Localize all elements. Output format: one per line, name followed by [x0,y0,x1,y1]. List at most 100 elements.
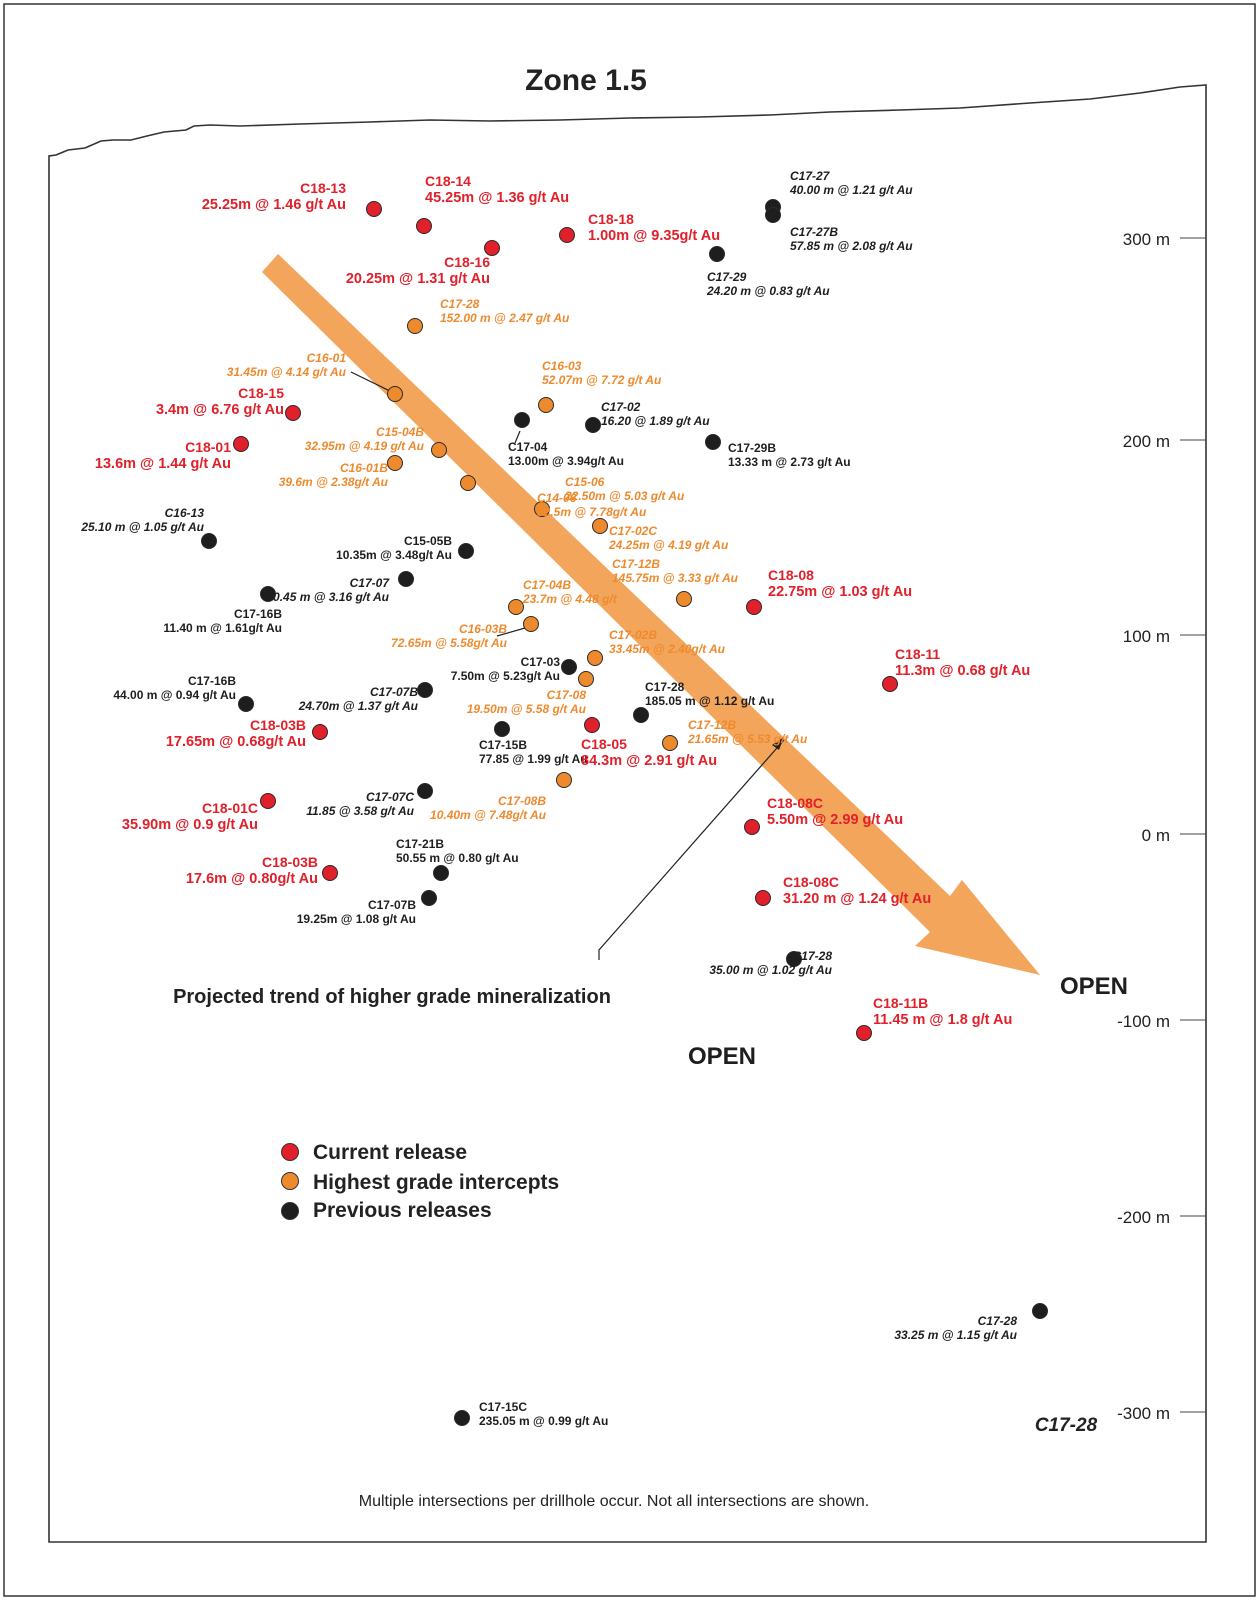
drillhole-id: C18-01C [202,800,258,816]
drillhole-id: C17-29 [707,270,747,284]
drillhole-id: C18-11B [873,995,928,1011]
drillhole-marker [1032,1303,1048,1319]
drillhole-marker [416,218,432,234]
intercept-grade: 35.90m @ 0.9 g/t Au [122,817,258,833]
intercept-grade: 13.6m @ 1.44 g/t Au [95,456,231,472]
drillhole-marker [322,865,338,881]
open-label-bottom: OPEN [688,1043,756,1070]
drillhole-id: C17-02B [609,628,657,642]
legend-label-previous: Previous releases [313,1199,492,1222]
intercept-grade: 39.6m @ 2.38g/t Au [279,475,389,489]
drillhole-id: C16-03 [542,359,582,373]
drillhole-id: C17-02C [609,524,657,538]
intercept-grade: 24.20 m @ 0.83 g/t Au [706,284,830,298]
intercept-grade: 5.50m @ 2.99 g/t Au [767,812,903,828]
drillhole-marker [514,412,530,428]
drillhole-marker [592,518,608,534]
drillhole-id: C17-12B [688,718,736,732]
drillhole-id: C17-29B [728,441,776,455]
legend-label-current: Current release [313,1141,467,1164]
y-tick-label: 0 m [1142,826,1170,845]
intercept-grade: 17.65m @ 0.68g/t Au [166,734,306,750]
intercept-grade: 11.45 m @ 1.8 g/t Au [873,1012,1012,1028]
drillhole-id: C15-05B [404,534,452,548]
drillhole-id: C18-03B [262,854,318,870]
intercept-grade: 152.00 m @ 2.47 g/t Au [440,311,570,325]
drillhole-id: C17-27B [790,225,838,239]
drillhole-id: C18-05 [581,736,627,752]
drillhole-marker [765,207,781,223]
intercept-grade: 57.85 m @ 2.08 g/t Au [790,239,913,253]
drillhole-id: C16-01B [340,461,388,475]
drillhole-id: C17-04 [508,440,548,454]
intercept-grade: 44.00 m @ 0.94 g/t Au [113,688,236,702]
intercept-grade: 33.25 m @ 1.15 g/t Au [894,1328,1017,1342]
drillhole-id: C17-15B [479,738,527,752]
intercept-grade: 22.50m @ 5.03 g/t Au [564,489,685,503]
intercept-label: C18-181.00m @ 9.35g/t Au [588,211,720,244]
drillhole-marker [387,455,403,471]
drillhole-marker [744,819,760,835]
drillhole-marker [421,890,437,906]
drillhole-id: C17-12B [612,557,660,571]
drillhole-marker [584,717,600,733]
drillhole-marker [746,599,762,615]
y-tick-label: -100 m [1117,1012,1170,1031]
drillhole-marker [709,246,725,262]
drillhole-marker [585,417,601,433]
intercept-grade: 32.95m @ 4.19 g/t Au [305,439,425,453]
drillhole-id: C18-01 [185,439,231,455]
intercept-grade: 21.65m @ 5.53 g/t Au [687,732,808,746]
drillhole-id: C18-08C [783,874,839,890]
drillhole-id: C18-11 [895,646,940,662]
drillhole-id: C17-28 [793,949,833,963]
drillhole-marker [454,1410,470,1426]
drillhole-id: C17-07 [350,576,391,590]
intercept-grade: 31.20 m @ 1.24 g/t Au [783,891,931,907]
drillhole-marker [587,650,603,666]
intercept-grade: 11.40 m @ 1.61g/t Au [163,621,282,635]
drillhole-id: C17-03 [521,655,561,669]
drillhole-id: C18-14 [425,173,471,189]
drillhole-id: C15-06 [565,475,605,489]
drillhole-id: C16-13 [165,506,205,520]
drillhole-marker [260,793,276,809]
intercept-grade: 24.25m @ 4.19 g/t Au [608,538,729,552]
drillhole-id: C17-08 [547,688,587,702]
drillhole-marker [398,571,414,587]
drillhole-marker [484,240,500,256]
section-name: C17-28 [1035,1415,1098,1436]
drillhole-id: C17-16B [234,607,282,621]
drillhole-marker [523,616,539,632]
legend-swatch-previous [281,1202,299,1220]
drillhole-marker [312,724,328,740]
